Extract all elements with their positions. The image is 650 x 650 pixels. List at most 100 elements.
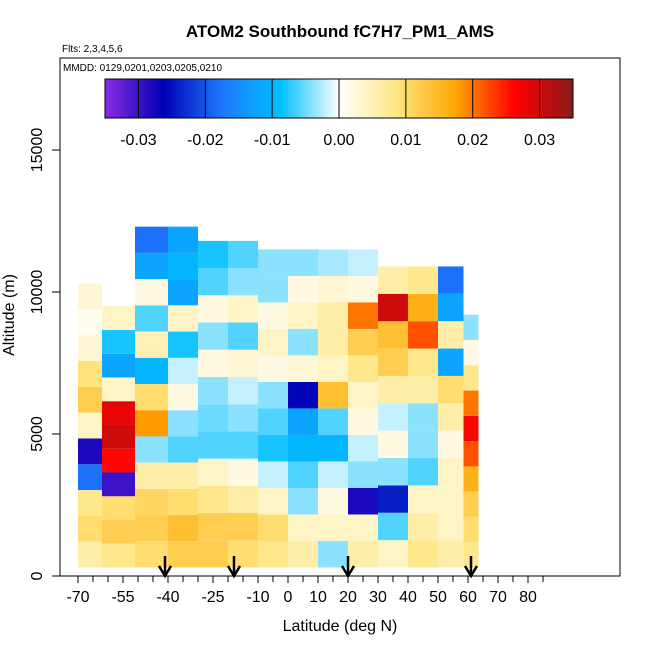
heatmap-cell — [438, 293, 464, 322]
heatmap-cell — [228, 485, 258, 514]
heatmap-cell — [228, 295, 258, 323]
x-axis: -70 -55 -40 -25 -10 0 10 20 30 40 50 60 70 80 — [60, 575, 620, 606]
y-tick-label: 5000 — [29, 416, 46, 452]
colorbar-tick-label: 0.03 — [524, 132, 555, 149]
colorbar-tick-label: 0.00 — [323, 132, 354, 149]
heatmap-cell — [408, 293, 438, 322]
heatmap-cell — [135, 462, 168, 489]
heatmap-cell — [228, 404, 258, 432]
heatmap-cell — [168, 305, 198, 332]
plot-area — [59, 57, 621, 579]
heatmap-cell — [258, 302, 288, 329]
heatmap-cell — [463, 491, 479, 517]
heatmap-cell — [408, 512, 438, 541]
heatmap-cell — [102, 519, 135, 544]
heatmap-cell — [102, 472, 135, 497]
heatmap-cell — [258, 355, 288, 382]
x-tick-label: 50 — [429, 589, 447, 606]
heatmap-cell — [318, 487, 348, 515]
heatmap-cell — [463, 441, 479, 467]
heatmap-cell — [318, 302, 348, 329]
heatmap-cells — [78, 226, 479, 568]
heatmap-cell — [348, 302, 378, 329]
colorbar-tick-label: -0.03 — [120, 132, 157, 149]
colorbar-tick-label: -0.01 — [254, 132, 291, 149]
heatmap-cell — [135, 252, 168, 280]
heatmap-cell — [348, 540, 378, 568]
x-tick-label: -10 — [246, 589, 269, 606]
heatmap-cell — [78, 490, 102, 516]
heatmap-cell — [438, 375, 464, 404]
y-axis: 0 5000 10000 15000 — [29, 128, 60, 580]
x-tick-label: 0 — [284, 589, 293, 606]
heatmap-cell — [408, 348, 438, 376]
chart-title: ATOM2 Southbound fC7H7_PM1_AMS — [186, 22, 494, 41]
x-tick-label: 10 — [309, 589, 327, 606]
dates-label: MMDD: 0129,0201,0203,0205,0210 — [63, 63, 222, 74]
heatmap-cell — [198, 240, 228, 269]
heatmap-cell — [408, 375, 438, 404]
heatmap-cell — [258, 249, 288, 276]
colorbar-tick-label: -0.02 — [187, 132, 224, 149]
heatmap-cell — [168, 331, 198, 358]
heatmap-cell — [228, 431, 258, 459]
heatmap-cell — [288, 461, 318, 488]
heatmap-cell — [228, 322, 258, 350]
heatmap-cell — [378, 321, 408, 349]
heatmap-cell — [258, 434, 288, 462]
heatmap-cell — [318, 408, 348, 435]
heatmap-cell — [135, 541, 168, 568]
heatmap-cell — [135, 357, 168, 384]
heatmap-cell — [168, 515, 198, 542]
heatmap-cell — [288, 514, 318, 541]
heatmap-cell — [258, 514, 288, 541]
y-axis-label: Altitude (m) — [1, 274, 18, 356]
heatmap-cell — [348, 434, 378, 462]
heatmap-cell — [198, 376, 228, 405]
heatmap-cell — [378, 430, 408, 459]
heatmap-cell — [463, 516, 479, 543]
heatmap-cell — [438, 321, 464, 349]
x-tick-label: 20 — [339, 589, 357, 606]
heatmap-cell — [228, 458, 258, 486]
heatmap-cell — [78, 438, 102, 465]
heatmap-cell — [348, 514, 378, 541]
heatmap-cell — [378, 348, 408, 376]
heatmap-cell — [288, 249, 318, 276]
heatmap-cell — [198, 322, 228, 350]
heatmap-cell — [348, 328, 378, 356]
heatmap-cell — [318, 461, 348, 488]
heatmap-cell — [258, 461, 288, 488]
heatmap-cell — [463, 390, 479, 416]
heatmap-cell — [78, 541, 102, 568]
heatmap-cell — [102, 353, 135, 378]
x-tick-label: -40 — [156, 589, 179, 606]
heatmap-cell — [198, 349, 228, 377]
heatmap-cell — [168, 252, 198, 280]
heatmap-cell — [288, 355, 318, 382]
heatmap-cell — [348, 355, 378, 382]
heatmap-cell — [408, 485, 438, 513]
heatmap-cell — [288, 275, 318, 303]
heatmap-cell — [318, 381, 348, 409]
heatmap-cell — [102, 377, 135, 402]
heatmap-cell — [102, 448, 135, 473]
x-tick-label: -70 — [66, 589, 89, 606]
heatmap-cell — [102, 543, 135, 568]
heatmap-cell — [168, 383, 198, 411]
heatmap-cell — [198, 268, 228, 296]
heatmap-cell — [318, 249, 348, 276]
x-tick-label: 40 — [399, 589, 417, 606]
heatmap-cell — [102, 424, 135, 449]
heatmap-cell — [198, 513, 228, 541]
heatmap-cell — [78, 464, 102, 491]
heatmap-cell — [463, 466, 479, 492]
heatmap-cell — [408, 403, 438, 431]
heatmap-cell — [168, 436, 198, 463]
heatmap-cell — [438, 485, 464, 513]
heatmap-cell — [378, 375, 408, 404]
heatmap-cell — [135, 515, 168, 542]
colorbar: -0.03 -0.02 -0.01 0.00 0.01 0.02 0.03 — [104, 78, 574, 149]
heatmap-cell — [198, 404, 228, 432]
heatmap-cell — [258, 328, 288, 356]
